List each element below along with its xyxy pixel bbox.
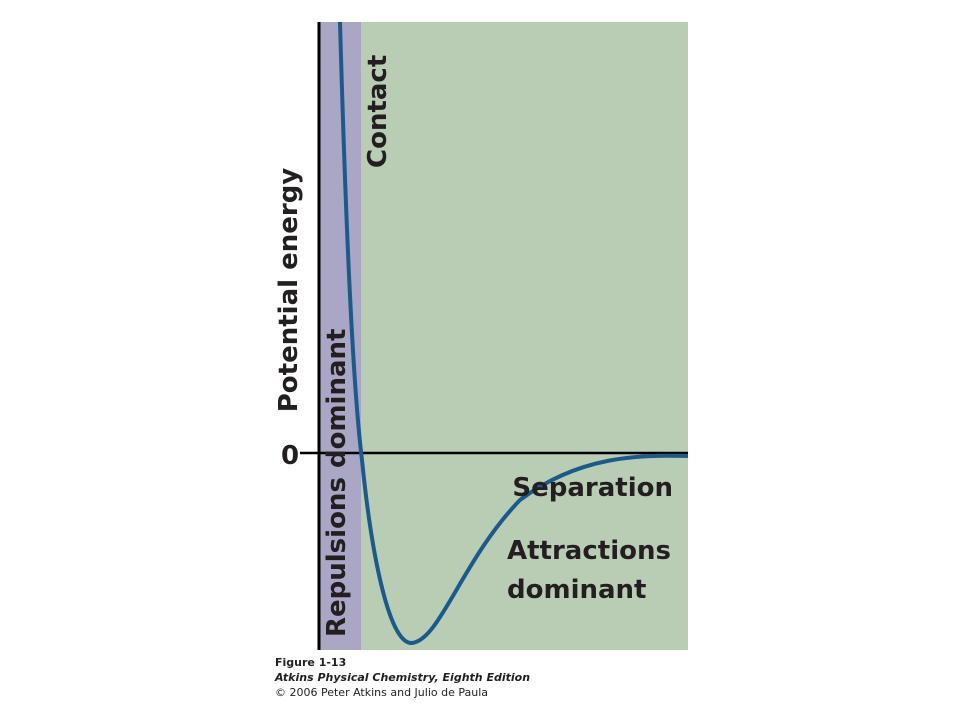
zero-label: 0: [281, 441, 299, 471]
attraction-region: [361, 22, 688, 650]
y-axis-label: Potential energy: [274, 168, 304, 413]
contact-label: Contact: [363, 55, 393, 168]
potential-curve: [338, 21, 689, 645]
caption-figure: Figure 1-13: [275, 656, 346, 669]
caption-book: Atkins Physical Chemistry, Eighth Editio…: [274, 671, 530, 684]
repulsion-label: Repulsions dominant: [322, 329, 352, 637]
x-axis-label: Separation: [512, 473, 673, 503]
attraction-label: dominant: [507, 575, 646, 605]
attraction-label: Attractions: [507, 536, 671, 566]
caption-copyright: © 2006 Peter Atkins and Julio de Paula: [275, 686, 488, 699]
